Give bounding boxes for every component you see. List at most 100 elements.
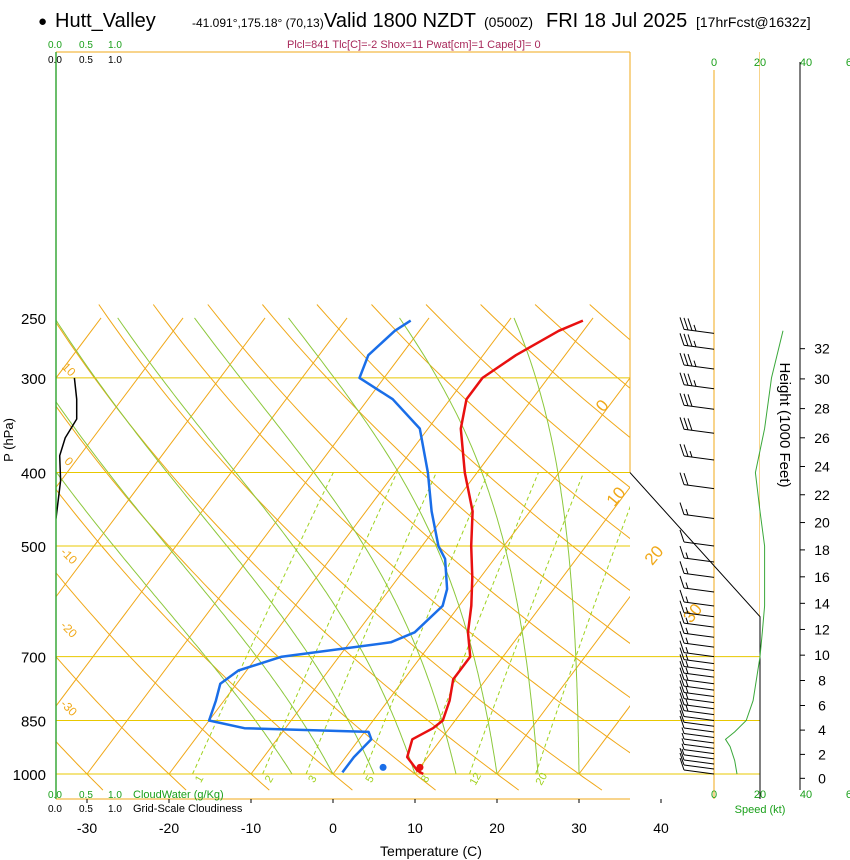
dry-adiabat-line [316,304,630,592]
y-axis-title: P (hPa) [1,418,16,462]
cloud-scale-bottom-black-0: 0.0 [48,804,62,815]
wind-barb-flag [679,317,685,330]
cloud-scale-green-2: 1.0 [108,40,122,51]
forecast-date: FRI 18 Jul 2025 [546,10,687,32]
wind-barb [679,680,715,697]
wind-barb [679,673,715,691]
moist-adiabat-line [117,317,416,775]
dewpoint-profile [207,319,449,774]
wind-barb-half [685,693,689,700]
cloud-scale-black-2: 1.0 [108,55,122,66]
speed-tick-bottom: 40 [800,789,812,801]
wind-barb [679,654,715,671]
wind-barb-staff [683,344,715,350]
wind-barb-staff [683,428,715,434]
dry-adiabat-line [98,304,603,791]
cloud-scale-green-1: 0.5 [79,40,93,51]
height-tick-label: 26 [814,430,830,446]
wind-barb [679,747,715,765]
wind-barb-flag [679,715,685,729]
wind-barb-half [685,647,689,654]
mixing-ratio-label: 20 [534,771,551,788]
wind-barb [679,575,715,593]
wind-barb-staff [683,652,715,658]
dry-adiabat-line [56,321,519,791]
dry-adiabat-label: -10 [58,545,80,567]
wind-barb-staff [683,738,715,744]
isotherm-label: 10 [603,483,630,510]
speed-tick-top: 60 [846,57,850,69]
x-tick-label: 30 [571,820,587,836]
wind-barb-flag [687,418,693,431]
reference-line [629,472,761,799]
wind-barb [679,417,715,434]
height-tick-label: 2 [818,746,826,762]
wind-barb-staff [683,704,715,710]
cloudwater-label: CloudWater (g/Kg) [133,789,224,801]
wind-barb [679,630,715,648]
wind-barb [679,561,715,578]
wind-barb [679,502,715,520]
wind-barb-half [685,699,689,706]
wind-barb-flag [679,621,685,634]
wind-barb-flag [683,317,689,331]
mixing-ratio-line [535,505,630,775]
isotherm-line [0,318,19,774]
wind-barb-half [685,674,689,681]
height-tick-label: 6 [818,697,826,713]
wind-barb [679,640,715,658]
dry-adiabat-line [56,405,436,791]
wind-barb-flag [683,333,689,346]
dry-adiabat-line [56,740,104,791]
wind-barb-flag [683,373,689,386]
wind-barb-flag [687,394,693,407]
wind-speed-profile [724,330,784,775]
wind-barb-staff [683,328,715,334]
valid-time: Valid 1800 NZDT [324,10,476,32]
cloud-scale-bottom-green-0: 0.0 [48,790,62,801]
dry-adiabat-line [152,304,630,754]
wind-barb [679,757,715,775]
height-tick-label: 30 [814,371,830,387]
wind-barb-flag [679,352,685,366]
wind-barb [679,667,715,685]
wind-barb-staff [683,632,715,638]
wind-barb-flag [679,692,685,705]
speed-tick-bottom: 60 [846,789,850,801]
dry-adiabat-label: 0 [61,454,76,469]
wind-barb-half [685,596,689,603]
location-bullet: ● [38,13,47,30]
dry-adiabat-line [371,304,630,540]
wind-barb-staff [683,587,715,593]
mixing-ratio-label: 2 [263,774,276,785]
location-name: Hutt_Valley [55,10,156,32]
wind-barb-flag [679,680,685,693]
wind-barb-flag [679,575,685,589]
moist-adiabat-line [399,317,539,775]
mixing-ratio-label: 3 [306,774,319,785]
wind-barb-half [681,732,685,740]
wind-barb-flag [679,611,685,624]
pressure-label: 250 [21,311,46,328]
cloud-scale-bottom-green-1: 0.5 [79,790,93,801]
wind-barb-flag [679,673,685,687]
wind-barb-staff [683,764,715,770]
wind-barb [679,661,715,678]
wind-barb-staff [683,514,715,520]
wind-barb-flag [679,561,685,574]
x-tick-label: -20 [159,820,179,836]
wind-barb-staff [683,642,715,648]
x-tick-label: 0 [329,820,337,836]
wind-barb-flag [679,393,685,406]
wind-barb-half [693,324,697,332]
wind-barb-staff [683,384,715,390]
wind-barb-flag [679,333,685,346]
moist-adiabat-line [288,317,498,775]
temperature-profile [405,319,584,776]
isotherm-label: 20 [641,542,668,569]
wind-barb-flag [679,630,685,644]
wind-barb-flag [679,747,685,761]
wind-barb-flag [679,502,685,515]
mixing-ratio-label: 5 [363,774,376,785]
wind-barb-half [685,654,689,661]
